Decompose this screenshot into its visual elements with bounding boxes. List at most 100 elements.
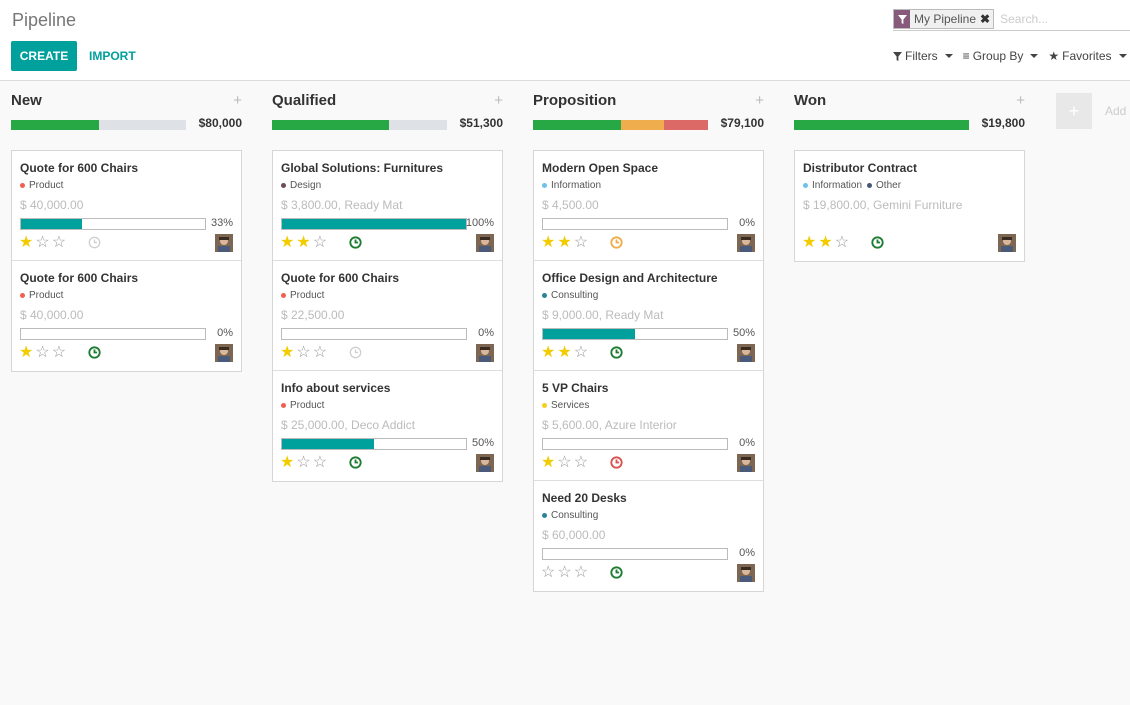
add-column-button[interactable]: + [1056, 93, 1092, 129]
card-amount: $ 4,500.00 [542, 198, 599, 212]
tag-color-dot [542, 293, 547, 298]
tag-color-dot [20, 293, 25, 298]
kanban-card[interactable]: Need 20 Desks Consulting $ 60,000.00 0% ☆ ☆ ☆ [534, 481, 763, 591]
probability-label: 0% [739, 437, 755, 449]
activity-clock-icon[interactable] [349, 346, 362, 359]
activity-clock-icon[interactable] [610, 566, 623, 579]
column-title: Proposition [533, 92, 617, 109]
progress-segment[interactable] [794, 120, 969, 130]
create-button[interactable]: CREATE [11, 41, 77, 71]
star-filled-icon[interactable]: ★ [802, 234, 817, 251]
search-input[interactable] [998, 11, 1123, 27]
groupby-button[interactable]: ≡ Group By [963, 49, 1039, 63]
progress-segment[interactable] [533, 120, 621, 130]
kanban-card[interactable]: Office Design and Architecture Consulting… [534, 261, 763, 371]
activity-clock-icon[interactable] [610, 236, 623, 249]
card-amount: $ 19,800.00, Gemini Furniture [803, 198, 963, 212]
star-empty-icon[interactable]: ☆ [51, 234, 67, 251]
star-empty-icon[interactable]: ☆ [35, 234, 50, 251]
kanban-card[interactable]: Global Solutions: Furnitures Design $ 3,80… [273, 151, 502, 261]
quick-create-icon[interactable]: + [233, 92, 242, 109]
probability-fill [282, 219, 466, 229]
star-empty-icon[interactable]: ☆ [541, 564, 556, 581]
kanban-column: Proposition + $79,100 Modern Open Space Info… [533, 90, 764, 592]
card-title: Global Solutions: Furnitures [281, 161, 443, 175]
progress-segment[interactable] [664, 120, 708, 130]
star-empty-icon[interactable]: ☆ [312, 454, 328, 471]
caret-down-icon [1118, 54, 1127, 58]
column-progress-bar[interactable] [272, 120, 447, 130]
probability-label: 50% [732, 327, 755, 339]
progress-segment[interactable] [272, 120, 390, 130]
tag-list: Product [281, 400, 324, 411]
star-filled-icon[interactable]: ★ [19, 234, 34, 251]
kanban-card[interactable]: Info about services Product $ 25,000.00, D… [273, 371, 502, 481]
kanban-card[interactable]: 5 VP Chairs Services $ 5,600.00, Azure Int… [534, 371, 763, 481]
star-empty-icon[interactable]: ☆ [557, 564, 572, 581]
card-amount: $ 60,000.00 [542, 528, 606, 542]
quick-create-icon[interactable]: + [755, 92, 764, 109]
star-empty-icon[interactable]: ☆ [35, 344, 50, 361]
star-empty-icon[interactable]: ☆ [573, 454, 589, 471]
card-list: Global Solutions: Furnitures Design $ 3,80… [272, 150, 503, 482]
probability-label: 0% [739, 217, 755, 229]
tag-label: Other [876, 180, 902, 191]
star-empty-icon[interactable]: ☆ [296, 344, 311, 361]
avatar [998, 234, 1016, 252]
column-header: Qualified + [272, 90, 503, 112]
star-empty-icon[interactable]: ☆ [557, 454, 572, 471]
kanban-card[interactable]: Quote for 600 Chairs Product $ 40,000.00 33… [12, 151, 241, 261]
card-amount: $ 40,000.00 [20, 308, 84, 322]
card-title: Modern Open Space [542, 161, 659, 175]
progress-segment[interactable] [620, 120, 665, 130]
star-empty-icon[interactable]: ☆ [573, 344, 589, 361]
kanban-card[interactable]: Modern Open Space Information $ 4,500.00 0%… [534, 151, 763, 261]
star-empty-icon[interactable]: ☆ [296, 454, 311, 471]
star-filled-icon[interactable]: ★ [541, 454, 556, 471]
activity-clock-icon[interactable] [88, 236, 101, 249]
star-empty-icon[interactable]: ☆ [51, 344, 67, 361]
activity-clock-icon[interactable] [610, 346, 623, 359]
star-filled-icon[interactable]: ★ [280, 344, 295, 361]
star-filled-icon[interactable]: ★ [818, 234, 833, 251]
column-progress-bar[interactable] [533, 120, 708, 130]
card-amount: $ 5,600.00, Azure Interior [542, 418, 677, 432]
remove-facet-icon[interactable]: ✖ [980, 12, 991, 26]
card-title: 5 VP Chairs [542, 381, 609, 395]
card-amount: $ 40,000.00 [20, 198, 84, 212]
tag-color-dot [281, 183, 286, 188]
star-filled-icon[interactable]: ★ [19, 344, 34, 361]
activity-clock-icon[interactable] [610, 456, 623, 469]
star-filled-icon[interactable]: ★ [280, 454, 295, 471]
quick-create-icon[interactable]: + [494, 92, 503, 109]
avatar [215, 344, 233, 362]
star-empty-icon[interactable]: ☆ [573, 564, 589, 581]
star-filled-icon[interactable]: ★ [296, 234, 311, 251]
star-empty-icon[interactable]: ☆ [312, 234, 328, 251]
kanban-card[interactable]: Quote for 600 Chairs Product $ 40,000.00 0%… [12, 261, 241, 371]
activity-clock-icon[interactable] [88, 346, 101, 359]
quick-create-icon[interactable]: + [1016, 92, 1025, 109]
progress-segment[interactable] [11, 120, 99, 130]
kanban-card[interactable]: Distributor Contract Information Other $ 19… [795, 151, 1024, 261]
activity-clock-icon[interactable] [349, 456, 362, 469]
star-empty-icon[interactable]: ☆ [834, 234, 850, 251]
page-title: Pipeline [12, 10, 77, 30]
star-filled-icon[interactable]: ★ [557, 344, 572, 361]
tag-label: Design [290, 180, 322, 191]
star-empty-icon[interactable]: ☆ [573, 234, 589, 251]
column-progress-bar[interactable] [794, 120, 969, 130]
star-filled-icon[interactable]: ★ [541, 234, 556, 251]
filters-button[interactable]: Filters [893, 49, 953, 63]
column-progress-bar[interactable] [11, 120, 186, 130]
star-filled-icon[interactable]: ★ [557, 234, 572, 251]
avatar [215, 234, 233, 252]
star-empty-icon[interactable]: ☆ [312, 344, 328, 361]
import-button[interactable]: IMPORT [89, 49, 136, 63]
activity-clock-icon[interactable] [871, 236, 884, 249]
star-filled-icon[interactable]: ★ [280, 234, 295, 251]
kanban-card[interactable]: Quote for 600 Chairs Product $ 22,500.00 0%… [273, 261, 502, 371]
favorites-button[interactable]: ★ Favorites [1048, 49, 1127, 63]
activity-clock-icon[interactable] [349, 236, 362, 249]
star-filled-icon[interactable]: ★ [541, 344, 556, 361]
